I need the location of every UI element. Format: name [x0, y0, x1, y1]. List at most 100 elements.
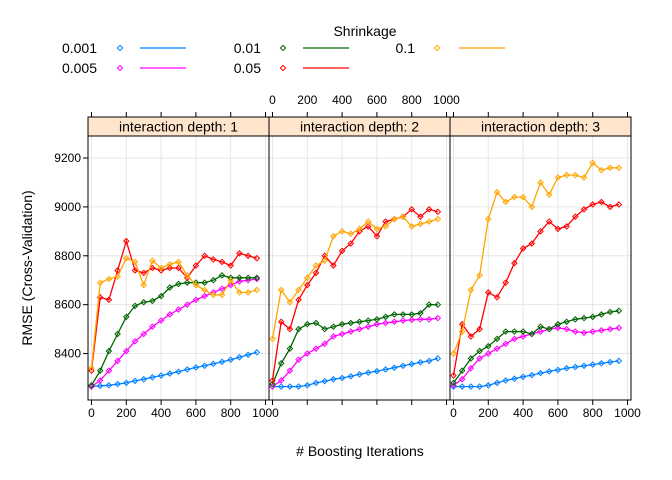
- series-0.001: [88, 349, 261, 390]
- legend-marker: [279, 44, 287, 52]
- data-point: [545, 191, 553, 198]
- data-point: [277, 360, 285, 367]
- panel-1: interaction depth: 1: [87, 116, 270, 401]
- series-0.01: [269, 301, 442, 388]
- data-point: [563, 364, 570, 372]
- data-point: [502, 198, 509, 206]
- data-point: [476, 325, 483, 333]
- data-point: [364, 317, 372, 324]
- data-point: [201, 362, 208, 370]
- data-point: [183, 279, 191, 286]
- data-point: [615, 164, 623, 172]
- data-point: [425, 357, 433, 365]
- data-point: [417, 220, 424, 228]
- data-point: [364, 223, 372, 230]
- data-point: [598, 198, 605, 206]
- data-point: [244, 274, 252, 282]
- x-tick-label: 400: [151, 406, 171, 420]
- data-point: [511, 193, 518, 201]
- data-point: [476, 383, 483, 390]
- legend-label: 0.1: [396, 40, 416, 56]
- panel-border: [449, 135, 632, 401]
- data-point: [105, 382, 113, 389]
- data-point: [330, 333, 337, 340]
- panel-2: interaction depth: 2: [268, 116, 451, 401]
- data-point: [563, 325, 570, 333]
- data-point: [253, 254, 261, 262]
- data-point: [458, 383, 466, 390]
- legend-label: 0.005: [62, 60, 97, 76]
- data-point: [373, 367, 381, 375]
- data-point: [201, 279, 208, 286]
- data-point: [157, 292, 165, 300]
- data-point: [166, 370, 174, 377]
- data-point: [244, 351, 252, 359]
- data-point: [330, 262, 337, 269]
- data-point: [554, 225, 562, 233]
- data-point: [606, 308, 614, 316]
- data-point: [131, 302, 139, 310]
- data-point: [391, 311, 398, 318]
- data-point: [572, 171, 579, 179]
- data-point: [227, 356, 235, 363]
- strip-label: interaction depth: 1: [119, 119, 238, 135]
- data-point: [303, 320, 311, 328]
- data-point: [330, 323, 337, 330]
- data-point: [303, 281, 311, 289]
- data-point: [391, 364, 398, 372]
- data-point: [399, 213, 407, 220]
- data-point: [105, 347, 113, 355]
- data-point: [450, 350, 457, 357]
- data-point: [88, 364, 95, 372]
- data-point: [303, 350, 311, 357]
- legend-entry: 0.01: [234, 40, 349, 56]
- x-axis-label: # Boosting Iterations: [296, 443, 424, 459]
- series-0.001: [269, 355, 442, 390]
- legend-label: 0.001: [62, 40, 97, 56]
- data-point: [417, 213, 424, 220]
- data-point: [580, 314, 588, 322]
- data-point: [382, 313, 389, 321]
- top-x-tick-label: 800: [402, 93, 422, 107]
- data-point: [537, 228, 544, 235]
- y-axis-label: RMSE (Cross-Validation): [19, 190, 35, 345]
- data-point: [96, 279, 104, 286]
- data-point: [183, 272, 191, 279]
- y-tick-label: 9000: [54, 200, 81, 214]
- data-point: [545, 368, 553, 375]
- data-point: [347, 319, 355, 327]
- top-x-axis: 0 200 400 600 800 1000: [90, 93, 629, 117]
- data-point: [114, 357, 121, 365]
- data-point: [201, 292, 208, 300]
- legend-entry: 0.001: [62, 40, 186, 56]
- data-point: [467, 364, 475, 372]
- data-point: [615, 307, 623, 315]
- data-point: [88, 382, 95, 389]
- data-point: [201, 252, 208, 260]
- x-tick-label: 800: [583, 406, 603, 420]
- data-point: [105, 275, 113, 283]
- data-point: [149, 257, 156, 264]
- data-point: [192, 364, 200, 371]
- data-point: [450, 372, 457, 379]
- data-point: [157, 264, 165, 272]
- data-point: [236, 353, 243, 361]
- data-point: [434, 355, 442, 362]
- data-point: [253, 286, 261, 294]
- data-point: [218, 258, 226, 266]
- data-point: [382, 319, 389, 327]
- data-point: [303, 382, 311, 389]
- data-point: [96, 377, 104, 384]
- data-point: [140, 375, 147, 383]
- data-point: [434, 314, 442, 322]
- data-point: [210, 276, 217, 284]
- data-point: [563, 318, 570, 326]
- data-point: [157, 372, 165, 379]
- series-line: [453, 360, 619, 388]
- series-line: [452, 161, 619, 354]
- data-point: [295, 356, 302, 363]
- legend-entry: 0.005: [62, 60, 186, 76]
- data-point: [528, 203, 536, 211]
- data-point: [425, 316, 433, 323]
- data-point: [417, 359, 424, 366]
